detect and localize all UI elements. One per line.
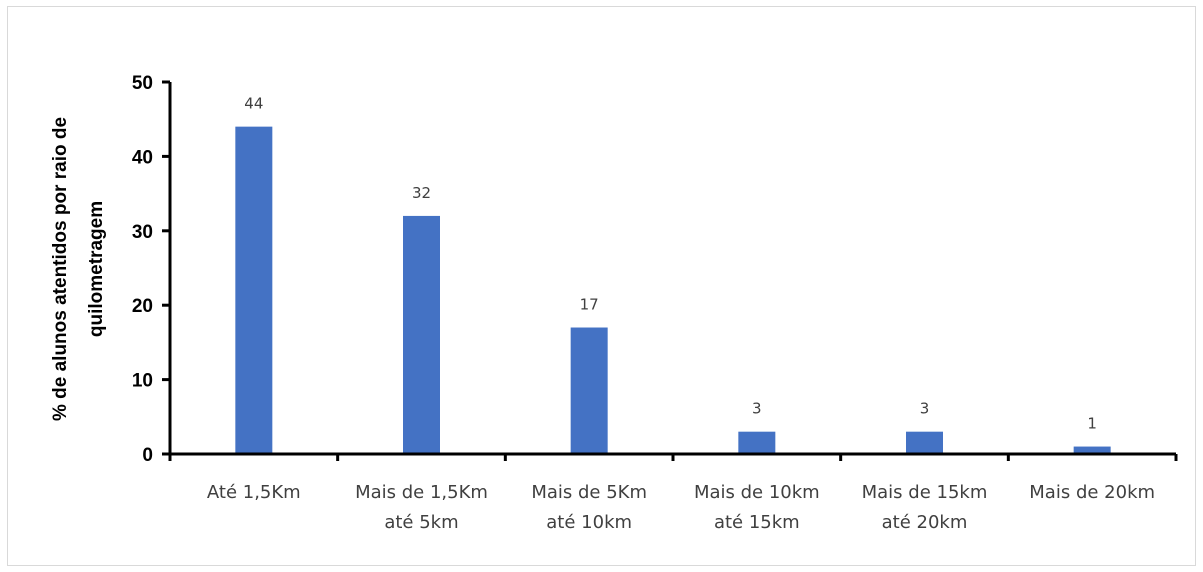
data-label: 1 [1087,415,1097,433]
x-tick-label: até 15km [714,512,800,533]
y-axis-title: % de alunos atentidos por raio de quilome… [50,117,107,421]
y-tick-label: 40 [132,147,153,168]
y-tick-label: 50 [132,73,153,94]
bar [1073,446,1111,454]
y-tick-label: 30 [132,222,153,243]
y-tick-label: 0 [142,445,153,466]
bar [738,431,776,454]
x-tick-label: até 10km [546,512,632,533]
y-axis-title-line: % de alunos atentidos por raio de [50,117,71,421]
bar [403,215,440,454]
data-label: 3 [752,400,762,418]
bar [906,431,943,454]
data-label: 32 [412,184,431,202]
y-axis-title-line: quilometragem [86,201,107,337]
x-axis [168,452,1178,461]
y-tick-label: 20 [132,296,153,317]
data-labels: 44 32 17 3 3 1 [244,95,1097,433]
x-tick-label: Mais de 15km [862,482,988,503]
bar [235,126,273,454]
x-tick-label: Até 1,5Km [207,482,301,503]
y-axis: 0 10 20 30 40 50 [132,73,172,466]
x-tick-label: Mais de 20km [1029,482,1155,503]
x-tick-label: Mais de 1,5Km [355,482,488,503]
x-tick-label: até 5km [384,512,458,533]
bars [235,126,1111,454]
chart-frame [7,6,1196,566]
y-tick-label: 10 [132,371,153,392]
bar [570,327,608,454]
data-label: 44 [244,95,263,113]
data-label: 3 [920,400,930,418]
data-label: 17 [580,296,599,314]
x-tick-label: até 20km [882,512,968,533]
x-axis-labels: Até 1,5Km Mais de 1,5Km até 5km Mais de 5Km… [207,482,1155,533]
x-tick-label: Mais de 10km [694,482,820,503]
x-tick-label: Mais de 5Km [531,482,647,503]
